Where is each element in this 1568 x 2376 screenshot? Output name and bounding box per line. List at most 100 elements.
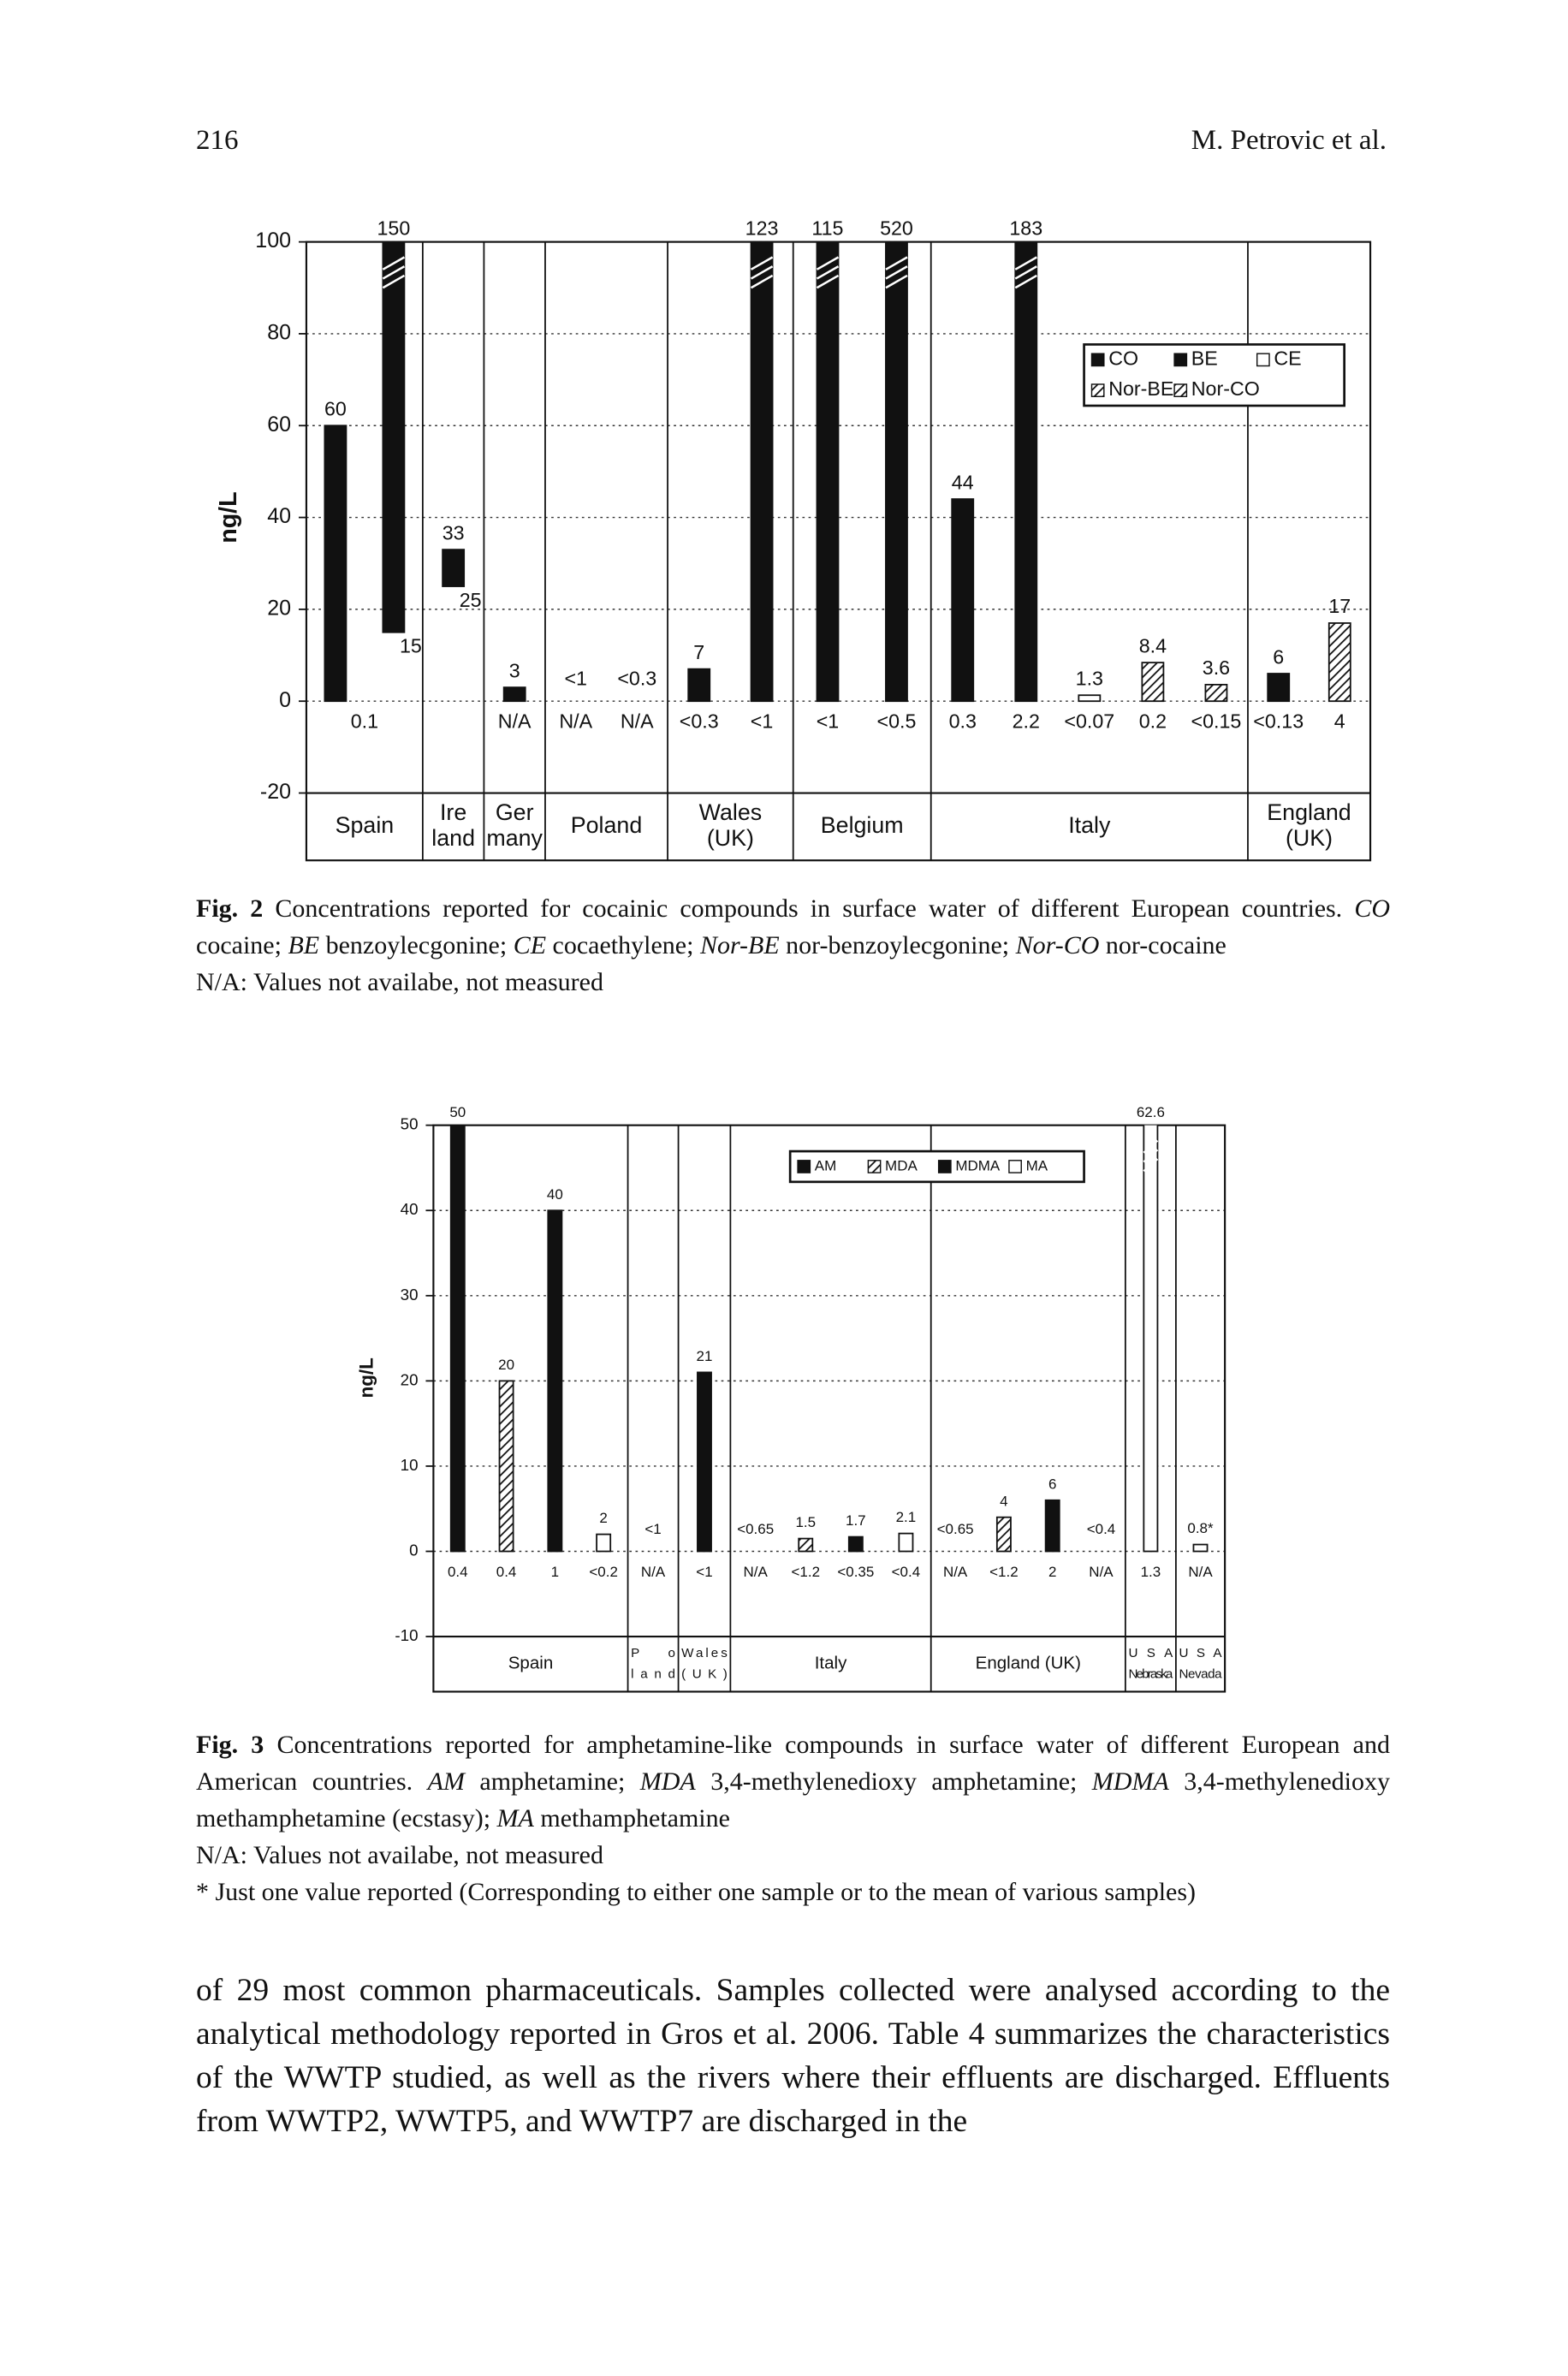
bar — [596, 1533, 612, 1553]
y-tick-label: 0 — [409, 1541, 418, 1559]
y-tick-label: 30 — [401, 1286, 419, 1304]
below-label: N/A — [559, 710, 592, 732]
bars — [324, 241, 1351, 703]
bar — [442, 549, 466, 587]
axis-break — [750, 256, 774, 270]
bar-value-label: 4 — [1000, 1493, 1007, 1509]
below-label: N/A — [498, 710, 532, 732]
group-label: Spain — [336, 812, 395, 838]
group-label: Wales — [681, 1646, 728, 1660]
below-label: 0.1 — [351, 710, 378, 732]
body-paragraph: of 29 most common pharmaceuticals. Sampl… — [196, 1973, 1390, 2139]
group-label: England (UK) — [976, 1654, 1081, 1673]
bar-value-label: 3 — [509, 659, 520, 681]
group-label: land — [431, 825, 475, 851]
below-label: 2 — [1048, 1564, 1056, 1580]
y-tick-label: 60 — [267, 413, 291, 437]
legend-label: Nor-CO — [1191, 377, 1260, 400]
below-label: N/A — [641, 1564, 666, 1580]
legend-swatch — [867, 1160, 882, 1173]
below-label: <0.15 — [1191, 710, 1242, 732]
group-label: Wales — [699, 799, 763, 825]
bar-value-label: 21 — [697, 1348, 713, 1364]
legend-swatch — [1173, 383, 1188, 397]
below-label: 0.2 — [1139, 710, 1167, 732]
bar-value-label: 6 — [1048, 1476, 1056, 1492]
below-label: 0.4 — [448, 1564, 468, 1580]
axis-break — [885, 256, 908, 270]
below-label: <1.2 — [989, 1564, 1019, 1580]
bar — [498, 1380, 514, 1553]
bar-value-label: 2.1 — [896, 1509, 917, 1525]
legend-label: MDMA — [955, 1157, 1001, 1173]
axis-break — [816, 256, 840, 270]
bar — [1327, 622, 1351, 703]
below-label: 4 — [1334, 710, 1345, 732]
y-axis-label: ng/L — [355, 1357, 377, 1398]
legend-label: CE — [1274, 347, 1301, 369]
group-label: Italy — [815, 1654, 847, 1673]
bar — [995, 1516, 1012, 1553]
axis-break — [750, 274, 774, 289]
bar — [885, 241, 908, 703]
below-label: N/A — [1089, 1564, 1114, 1580]
legend-label: BE — [1191, 347, 1218, 369]
axis-break — [750, 265, 774, 280]
group-label: Belgium — [821, 812, 904, 838]
caption-run: Concentrations reported for amphetamine-… — [196, 1731, 1390, 1796]
bar-value-label: 0.8* — [1187, 1520, 1214, 1536]
bar-value-label: 60 — [324, 398, 347, 420]
legend-label: CO — [1108, 347, 1138, 369]
bar-value-label: 1.7 — [846, 1512, 866, 1529]
bar-value-label: 50 — [449, 1104, 466, 1120]
caption-run: benzoylecgonine; — [319, 931, 514, 959]
chart: -20 0 20 40 60 80 100 ng/L 60 150 15 0.1 Spain 33 25 Ir… — [215, 217, 1372, 862]
below-label: N/A — [943, 1564, 968, 1580]
legend-box — [788, 1149, 1085, 1184]
bar — [816, 241, 840, 703]
bar-value-label: 62.6 — [1137, 1104, 1165, 1120]
below-label: <1 — [696, 1564, 712, 1580]
legend-swatch — [1008, 1160, 1022, 1173]
caption-text: Fig. 2 Concentrations reported for cocai… — [196, 890, 1390, 964]
bar-value-label: 520 — [880, 217, 913, 239]
below-label: N/A — [744, 1564, 769, 1580]
bar — [898, 1532, 914, 1553]
y-tick-label: 20 — [267, 596, 291, 620]
axis-break — [382, 265, 406, 280]
legend-swatch — [1090, 353, 1105, 367]
axis-break — [1014, 274, 1037, 289]
caption-run: CO — [1354, 894, 1390, 923]
bar-value-label: 44 — [952, 471, 974, 493]
group-label: (UK) — [707, 825, 754, 851]
below-label: 1 — [551, 1564, 559, 1580]
bar — [798, 1537, 814, 1553]
caption-run: Nor-CO — [1015, 931, 1100, 959]
caption-run: amphetamine; — [464, 1767, 640, 1796]
caption-run: methamphetamine — [533, 1804, 730, 1832]
axis-break — [1014, 256, 1037, 270]
axis-break — [382, 256, 406, 270]
bar-value-label: 2 — [599, 1510, 607, 1526]
group-label: (UK) — [1286, 825, 1333, 851]
group-label: Nebraska — [1128, 1666, 1173, 1681]
caption-run: 3,4-methylenedioxy amphetamine; — [695, 1767, 1092, 1796]
caption-run: MA — [496, 1804, 534, 1832]
y-tick-label: 50 — [401, 1115, 419, 1133]
group-label: land — [631, 1666, 675, 1681]
bar — [324, 425, 347, 703]
caption-run: CE — [513, 931, 547, 959]
bar — [502, 686, 526, 703]
below-label: <0.13 — [1253, 710, 1304, 732]
axis-break — [816, 274, 840, 289]
bar-value-label: <0.3 — [617, 667, 656, 689]
bar-value-label: 1.5 — [795, 1514, 816, 1530]
bar — [697, 1371, 712, 1553]
bar — [687, 668, 711, 703]
bar-value-label: 20 — [498, 1357, 514, 1373]
caption-run: Fig. 3 — [196, 1731, 264, 1759]
axis-break — [885, 265, 908, 280]
bar — [449, 1125, 466, 1553]
